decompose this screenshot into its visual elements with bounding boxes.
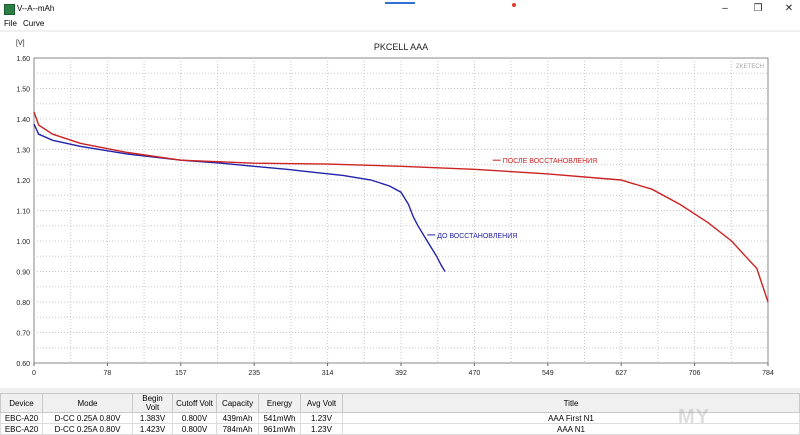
chart-watermark: ZKETECH	[736, 64, 764, 70]
column-header[interactable]: Energy	[258, 393, 301, 413]
x-tick-label: 549	[542, 370, 554, 377]
column-header[interactable]: Device	[0, 393, 43, 413]
column-header[interactable]: Title	[342, 393, 800, 413]
column-header[interactable]: Avg Volt	[300, 393, 343, 413]
x-tick-label: 627	[615, 370, 627, 377]
app-icon	[4, 4, 15, 15]
x-tick-label: 392	[395, 370, 407, 377]
table-cell: 0.800V	[172, 412, 217, 424]
series-label: ПОСЛЕ ВОССТАНОВЛЕНИЯ	[503, 158, 597, 165]
results-table: Device Mode Begin Volt Cutoff Volt Capacity E…	[0, 393, 800, 435]
y-tick-label: 0.90	[16, 270, 30, 277]
y-tick-label: 1.20	[16, 178, 30, 185]
table-cell: EBC-A20	[0, 423, 43, 435]
x-tick-label: 78	[104, 370, 112, 377]
voltage-chart: 0.60 0.70 0.80 0.90 1.00 1.10 1.20 1.30 1.40 1.50…	[16, 40, 774, 377]
x-tick-label: 470	[469, 370, 481, 377]
y-tick-label: 1.50	[16, 87, 30, 94]
table-cell: 1.423V	[132, 423, 173, 435]
chart-title: PKCELL AAA	[374, 42, 428, 52]
title-bar: V--A--mAh – ❐ ✕	[0, 0, 800, 18]
table-cell: 541mWh	[258, 412, 301, 424]
table-cell: 1.23V	[300, 412, 343, 424]
close-button[interactable]: ✕	[784, 3, 794, 14]
y-tick-label: 0.60	[16, 361, 30, 368]
red-dot-icon	[512, 3, 516, 7]
table-cell: 961mWh	[258, 423, 301, 435]
y-tick-label: 1.60	[16, 56, 30, 63]
x-tick-label: 706	[689, 370, 701, 377]
x-tick-label: 235	[248, 370, 260, 377]
window-title: V--A--mAh	[17, 4, 55, 13]
minimize-button[interactable]: –	[722, 3, 728, 14]
table-cell: D-CC 0.25A 0.80V	[42, 412, 133, 424]
table-cell: AAA First N1	[342, 412, 800, 424]
column-header[interactable]: Cutoff Volt	[172, 393, 217, 413]
y-tick-label: 1.10	[16, 209, 30, 216]
series-line-1	[33, 123, 446, 272]
title-accent-bar	[385, 2, 415, 4]
table-cell: EBC-A20	[0, 412, 43, 424]
x-tick-label: 784	[762, 370, 774, 377]
table-cell: D-CC 0.25A 0.80V	[42, 423, 133, 435]
series-label: ДО ВОССТАНОВЛЕНИЯ	[437, 233, 517, 240]
x-tick-label: 157	[175, 370, 187, 377]
table-cell: 784mAh	[216, 423, 259, 435]
y-axis-label: [V]	[16, 40, 25, 47]
maximize-button[interactable]: ❐	[753, 3, 763, 14]
y-tick-label: 1.40	[16, 117, 30, 124]
menu-bar: File Curve	[0, 18, 800, 30]
menu-curve[interactable]: Curve	[23, 19, 45, 28]
table-cell: AAA N1	[342, 423, 800, 435]
y-tick-label: 0.80	[16, 300, 30, 307]
table-cell: 1.383V	[132, 412, 173, 424]
column-header[interactable]: Mode	[42, 393, 133, 413]
y-tick-label: 0.70	[16, 331, 30, 338]
table-row[interactable]: EBC-A20 D-CC 0.25A 0.80V 1.383V 0.800V 439mA…	[0, 412, 800, 424]
table-cell: 0.800V	[172, 423, 217, 435]
x-tick-label: 0	[32, 370, 36, 377]
column-header[interactable]: Capacity	[216, 393, 259, 413]
chart-area: 0.60 0.70 0.80 0.90 1.00 1.10 1.20 1.30 1.40 1.50…	[0, 32, 800, 388]
table-cell: 1.23V	[300, 423, 343, 435]
y-tick-label: 1.30	[16, 148, 30, 155]
column-header[interactable]: Begin Volt	[132, 393, 173, 413]
series-line-2	[33, 111, 769, 303]
table-cell: 439mAh	[216, 412, 259, 424]
watermark: MY	[678, 406, 710, 428]
x-tick-label: 314	[322, 370, 334, 377]
y-tick-label: 1.00	[16, 239, 30, 246]
table-header-row: Device Mode Begin Volt Cutoff Volt Capacity E…	[0, 393, 800, 413]
menu-file[interactable]: File	[4, 19, 17, 28]
